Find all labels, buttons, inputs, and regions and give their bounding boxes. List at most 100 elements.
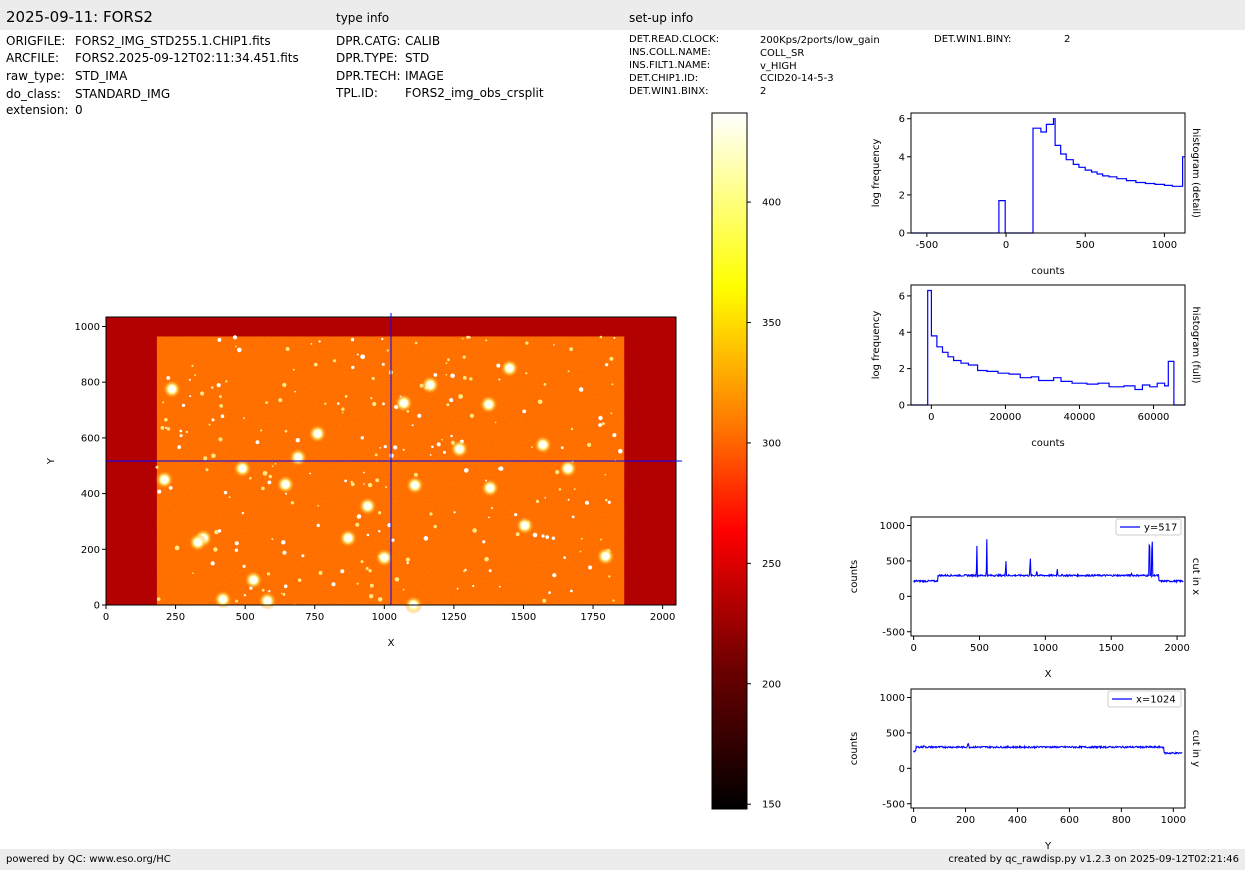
faint-star [282,550,287,555]
faint-star [567,370,570,373]
bright-star-core [194,538,202,546]
faint-star [284,429,288,433]
x-tick-label: 1750 [580,612,605,623]
faint-star [405,557,410,562]
y-tick-label: 2 [899,364,905,375]
faint-star [541,534,545,538]
setup-info-heading: set-up info [629,11,694,25]
faint-star [608,575,611,578]
setup-info-key: DET.WIN1.BINY: [934,34,1012,45]
y-tick-label: 800 [81,378,100,389]
faint-star [166,427,171,431]
y-tick-label: 1000 [75,322,100,333]
faint-star [297,578,302,582]
faint-star [234,345,237,348]
faint-star [255,440,260,445]
faint-star [260,429,263,432]
histogram-detail-panel: -500 0 500 1000 0 2 4 6 counts log frequency histo… [871,112,1201,277]
faint-star [378,530,381,533]
faint-star [558,488,562,491]
faint-star [385,486,388,489]
right-axis-label: cut in x [1190,558,1201,595]
file-info-value: STANDARD_IMG [75,87,171,101]
series-line [911,118,1185,234]
faint-star [573,488,576,490]
faint-star [431,445,434,449]
faint-star [411,424,414,427]
y-axis-label: counts [849,732,860,765]
faint-star [485,339,488,342]
faint-star [174,545,180,551]
plot-frame [910,284,1186,406]
faint-star [445,362,448,365]
file-info-value: 0 [75,103,83,117]
faint-star [413,472,418,477]
faint-star [281,540,286,545]
x-tick-label: 60000 [1138,412,1170,423]
faint-star [532,532,538,538]
faint-star [553,344,555,346]
faint-star [447,358,450,362]
faint-star [350,482,355,487]
faint-star [223,490,228,495]
faint-star [488,516,490,519]
faint-star [612,599,615,602]
faint-star [545,535,550,539]
setup-info-value: 2 [760,86,767,97]
setup-info-value: 2 [1064,34,1071,45]
faint-star [378,511,382,515]
faint-star [203,456,208,461]
y-tick-label: 0 [899,229,905,240]
faint-star [192,572,194,574]
faint-star [295,438,300,443]
faint-star [211,386,214,389]
faint-star [317,504,320,507]
y-axis-label: log frequency [871,139,882,208]
faint-star [318,570,323,575]
faint-star [535,499,540,504]
type-info-value: STD [405,51,430,65]
faint-star [393,445,398,450]
setup-info-value: v_HIGH [760,61,797,72]
faint-star [350,337,355,342]
file-info-key: raw_type: [6,69,65,83]
faint-star [618,448,623,454]
faint-star [162,401,165,404]
faint-star [340,569,345,574]
faint-star [490,506,494,510]
footer-right: created by qc_rawdisp.py v1.2.3 on 2025-… [948,854,1239,865]
faint-star [402,448,405,451]
setup-info-value: COLL_SR [760,48,805,59]
faint-star [464,468,469,473]
y-tick-label: 0 [899,592,905,603]
faint-star [208,423,211,426]
faint-star [344,479,347,483]
right-axis-label: histogram (detail) [1190,128,1201,218]
y-tick-label: 0 [899,401,905,412]
faint-star [217,337,222,342]
faint-star [285,347,290,351]
x-axis-label: X [1045,669,1052,680]
setup-info-key: INS.FILT1.NAME: [629,60,711,71]
faint-star [213,547,218,552]
x-tick-label: 0 [910,815,916,826]
faint-star [525,372,528,375]
faint-star [381,337,384,341]
faint-star [363,483,365,485]
setup-info-value: 200Kps/2ports/low_gain [760,35,880,46]
bright-star-core [364,502,372,510]
faint-star [292,368,295,371]
faint-star [313,362,318,367]
bright-star-core [219,595,227,603]
y-axis-label: log frequency [871,311,882,380]
legend-box [1115,518,1182,536]
faint-star [156,597,161,601]
x-tick-label: 400 [1008,815,1027,826]
faint-star [552,573,557,578]
faint-star [433,524,437,529]
faint-star [218,437,223,442]
right-axis-label: cut in y [1190,730,1201,767]
faint-star [607,500,611,504]
faint-star [157,489,162,494]
faint-star [604,473,607,476]
